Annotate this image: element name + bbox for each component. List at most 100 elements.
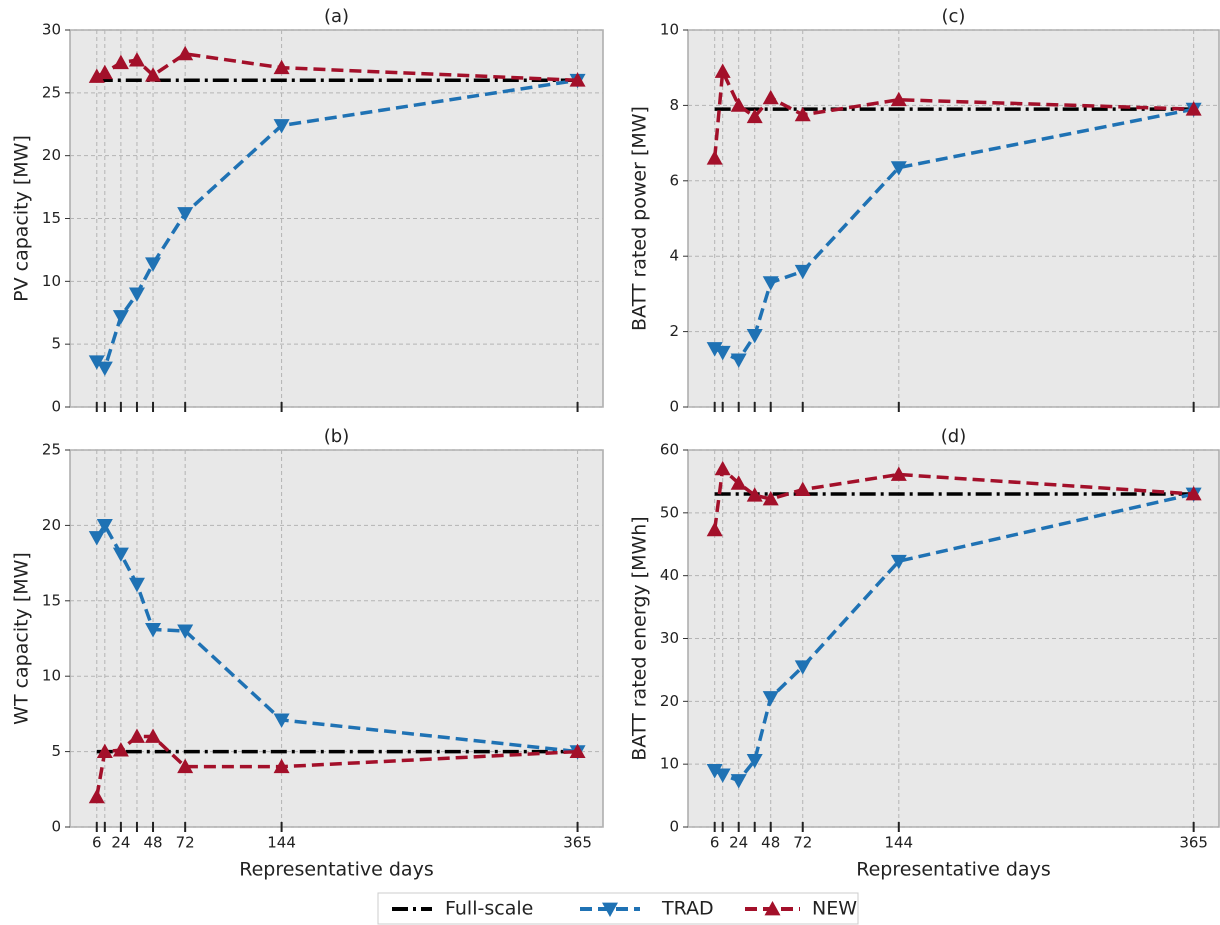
- x-tick-label: 24: [111, 834, 130, 852]
- plot-area: [687, 29, 1220, 408]
- point: [714, 460, 731, 476]
- point: [794, 481, 811, 496]
- point: [890, 91, 907, 107]
- y-tick-label: 40: [660, 566, 679, 584]
- panel-title: (d): [941, 426, 966, 447]
- point: [145, 623, 162, 638]
- point: [730, 774, 747, 789]
- y-axis-label: BATT rated energy [MWh]: [629, 516, 651, 760]
- y-tick-label: 60: [660, 441, 679, 459]
- x-tick-label: 48: [761, 834, 780, 852]
- point: [706, 764, 723, 779]
- point: [730, 97, 747, 112]
- y-tick-label: 2: [669, 322, 679, 340]
- point: [746, 753, 763, 769]
- point: [112, 310, 129, 325]
- point: [794, 106, 811, 122]
- legend-label: Full-scale: [445, 898, 533, 920]
- point: [794, 264, 811, 280]
- point: [569, 72, 586, 87]
- series-line: [95, 734, 578, 798]
- point: [96, 361, 113, 377]
- point: [890, 466, 907, 481]
- y-axis-label: BATT rated power [MW]: [629, 106, 651, 331]
- x-tick-label: 365: [563, 834, 592, 852]
- y-tick-label: 10: [660, 21, 679, 39]
- legend-marker: [602, 902, 618, 917]
- point: [706, 342, 723, 357]
- point: [177, 624, 194, 639]
- panel-title: (a): [324, 6, 349, 27]
- y-tick-label: 20: [42, 146, 61, 164]
- x-tick-label: 6: [92, 834, 102, 852]
- x-tick-label: 24: [729, 834, 748, 852]
- y-tick-label: 0: [669, 398, 679, 416]
- point: [794, 660, 811, 675]
- series-line: [95, 522, 578, 754]
- point: [96, 743, 113, 758]
- series-line: [95, 78, 578, 371]
- x-axis-label: Representative days: [239, 859, 433, 881]
- x-axis-label: Representative days: [856, 859, 1050, 881]
- point: [96, 519, 113, 534]
- point: [1185, 485, 1202, 501]
- point: [762, 491, 779, 506]
- point: [273, 119, 290, 134]
- panel: (b) WT capacity [MW] Representative days 0 5…: [11, 426, 604, 881]
- point: [177, 207, 194, 222]
- panel: (d) BATT rated energy [MWh] Representative…: [629, 426, 1220, 881]
- legend-marker: [764, 901, 781, 916]
- x-tick-label: 365: [1179, 834, 1208, 852]
- point: [569, 743, 586, 758]
- point: [88, 788, 105, 804]
- point: [890, 161, 907, 176]
- y-tick-label: 10: [660, 755, 679, 773]
- y-tick-label: 15: [42, 209, 61, 227]
- point: [714, 345, 731, 361]
- point: [88, 531, 105, 546]
- legend-label: TRAD: [661, 898, 714, 920]
- y-tick-label: 4: [669, 247, 679, 265]
- point: [746, 487, 763, 502]
- x-tick-label: 72: [793, 834, 812, 852]
- y-tick-label: 30: [42, 21, 61, 39]
- x-tick-label: 48: [143, 834, 162, 852]
- y-tick-label: 6: [669, 171, 679, 189]
- y-tick-label: 0: [51, 398, 61, 416]
- point: [273, 59, 290, 75]
- point: [145, 257, 162, 272]
- point: [762, 691, 779, 706]
- point: [88, 355, 105, 370]
- point: [890, 554, 907, 570]
- panel-title: (c): [942, 6, 966, 27]
- point: [96, 64, 113, 80]
- y-tick-label: 25: [42, 441, 61, 459]
- point: [762, 276, 779, 291]
- point: [706, 521, 723, 537]
- x-tick-label: 72: [176, 834, 195, 852]
- point: [112, 742, 129, 757]
- point: [88, 68, 105, 83]
- panel: (a) PV capacity [MW] 0 5 10 15 20 25 30: [11, 6, 604, 416]
- point: [273, 758, 290, 774]
- y-tick-label: 20: [660, 692, 679, 710]
- point: [112, 547, 129, 563]
- point: [273, 713, 290, 728]
- point: [128, 287, 145, 302]
- y-axis-label: WT capacity [MW]: [11, 552, 33, 725]
- y-tick-label: 0: [669, 818, 679, 836]
- y-tick-label: 10: [42, 272, 61, 290]
- point: [112, 54, 129, 70]
- point: [177, 758, 194, 774]
- plot-area: [69, 449, 604, 828]
- point: [706, 150, 723, 165]
- point: [1185, 101, 1202, 116]
- x-tick-label: 144: [267, 834, 296, 852]
- legend: Full-scale TRAD NEW: [377, 892, 859, 925]
- panel-title: (b): [324, 426, 349, 447]
- y-tick-label: 0: [51, 818, 61, 836]
- point: [128, 728, 145, 743]
- point: [762, 89, 779, 105]
- point: [177, 45, 194, 61]
